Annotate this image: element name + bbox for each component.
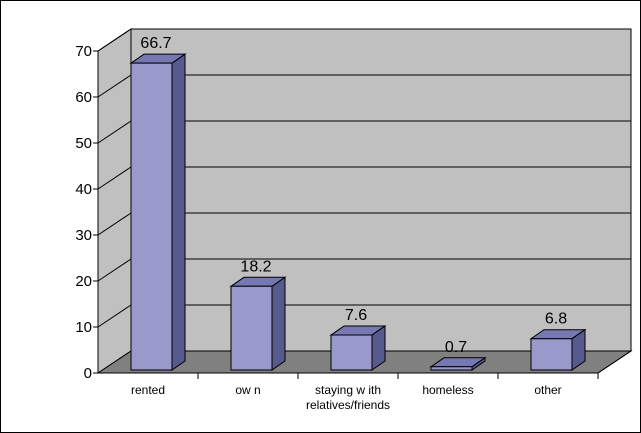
category-label: staying w ith relatives/friends bbox=[306, 383, 390, 412]
y-tick-label: 0 bbox=[84, 365, 92, 382]
bar-front bbox=[330, 334, 373, 371]
bar-front bbox=[530, 338, 573, 371]
bar-side bbox=[171, 53, 186, 371]
category-label-line: rented bbox=[131, 383, 165, 397]
category-label: other bbox=[534, 383, 561, 397]
data-label: 0.7 bbox=[445, 339, 467, 356]
category-label-line: homeless bbox=[422, 383, 473, 397]
category-label-line: staying w ith bbox=[315, 383, 381, 397]
bar-front bbox=[430, 366, 473, 371]
y-tick-label: 40 bbox=[75, 181, 92, 198]
bar-2 bbox=[329, 325, 387, 371]
data-label: 66.7 bbox=[140, 35, 171, 52]
category-label-line: ow n bbox=[235, 383, 260, 397]
back-wall bbox=[130, 28, 632, 352]
category-label: rented bbox=[131, 383, 165, 397]
y-tick-label: 50 bbox=[75, 135, 92, 152]
category-label-line: other bbox=[534, 383, 561, 397]
gridline-diagonal bbox=[97, 258, 132, 282]
gridline-diagonal bbox=[97, 28, 132, 52]
bar-front bbox=[230, 285, 273, 371]
gridline-diagonal bbox=[97, 212, 132, 236]
y-tick-label: 70 bbox=[75, 43, 92, 60]
y-tick-label: 20 bbox=[75, 273, 92, 290]
y-tick-label: 10 bbox=[75, 319, 92, 336]
category-label: ow n bbox=[235, 383, 260, 397]
x-axis-depth-line bbox=[597, 350, 632, 374]
y-tick-label: 60 bbox=[75, 89, 92, 106]
labels: 66.7 rented 18.2 ow n 7.6 staying w ith relati… bbox=[131, 35, 567, 412]
bar-front bbox=[130, 62, 173, 371]
data-label: 7.6 bbox=[345, 307, 367, 324]
bar-side bbox=[271, 276, 286, 371]
gridline-diagonal bbox=[97, 166, 132, 190]
gridline-diagonal bbox=[97, 120, 132, 144]
bar-3 bbox=[429, 356, 487, 371]
side-wall bbox=[97, 28, 132, 374]
gridlines bbox=[97, 28, 631, 328]
category-label: homeless bbox=[422, 383, 473, 397]
gridline-diagonal bbox=[97, 304, 132, 328]
y-axis: 0 10 20 30 40 50 60 70 bbox=[75, 43, 632, 382]
category-label-line: relatives/friends bbox=[306, 398, 390, 412]
bar-1 bbox=[229, 276, 287, 371]
gridline-diagonal bbox=[97, 74, 132, 98]
bars bbox=[129, 53, 587, 371]
y-tick-label: 30 bbox=[75, 227, 92, 244]
data-label: 6.8 bbox=[545, 311, 567, 328]
bar-0 bbox=[129, 53, 187, 371]
bar-4 bbox=[529, 328, 587, 371]
data-label: 18.2 bbox=[240, 258, 271, 275]
